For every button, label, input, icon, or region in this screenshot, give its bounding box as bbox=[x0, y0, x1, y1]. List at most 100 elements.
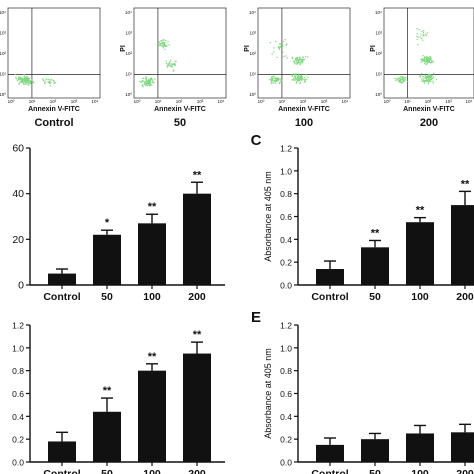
x-tick-label: 200 bbox=[188, 291, 206, 303]
y-tick-label: 10⁰ bbox=[249, 92, 256, 97]
event-dot bbox=[165, 62, 168, 65]
event-dot bbox=[429, 62, 432, 64]
event-dot bbox=[280, 79, 282, 81]
event-dot bbox=[435, 78, 438, 81]
event-dot bbox=[285, 44, 287, 46]
x-tick-label: 200 bbox=[456, 468, 474, 474]
y-tick-label: 10⁴ bbox=[125, 10, 132, 15]
bar bbox=[316, 269, 344, 285]
event-dot bbox=[168, 43, 170, 46]
event-dot bbox=[422, 75, 424, 78]
significance-marker: ** bbox=[416, 205, 425, 217]
event-dot bbox=[28, 78, 30, 80]
event-dot bbox=[33, 82, 35, 84]
event-dot bbox=[146, 81, 149, 83]
event-dot bbox=[427, 83, 430, 85]
event-dot bbox=[281, 79, 283, 81]
y-tick-label: 10² bbox=[125, 51, 132, 56]
y-tick-label: 0.6 bbox=[280, 212, 292, 222]
x-axis-label: Annexin V-FITC bbox=[28, 106, 80, 113]
event-dot bbox=[420, 33, 422, 35]
event-dot bbox=[295, 73, 297, 75]
event-dot bbox=[428, 77, 430, 79]
event-dot bbox=[301, 76, 303, 79]
event-dot bbox=[305, 56, 307, 58]
event-dot bbox=[15, 78, 17, 80]
bar bbox=[451, 205, 474, 285]
significance-marker: ** bbox=[148, 351, 157, 363]
event-dot bbox=[160, 40, 162, 42]
event-dot bbox=[296, 58, 298, 60]
event-dot bbox=[416, 35, 418, 37]
event-dot bbox=[425, 79, 427, 81]
y-tick-label: 0.0 bbox=[280, 458, 292, 468]
event-dot bbox=[272, 51, 275, 53]
event-dot bbox=[21, 78, 23, 80]
y-tick-label: 10¹ bbox=[0, 72, 6, 77]
y-tick-label: 0.4 bbox=[280, 235, 292, 245]
panel-caption: 50 bbox=[174, 117, 186, 129]
event-dot bbox=[43, 81, 46, 84]
event-dot bbox=[170, 59, 172, 61]
event-dot bbox=[282, 51, 284, 53]
panel-caption: Control bbox=[34, 117, 73, 129]
event-dot bbox=[145, 79, 147, 81]
event-dot bbox=[167, 41, 169, 43]
event-dot bbox=[295, 78, 297, 80]
event-dot bbox=[299, 78, 301, 81]
event-dot bbox=[273, 47, 275, 49]
x-tick-label: 10⁴ bbox=[92, 99, 99, 104]
event-dot bbox=[297, 77, 300, 79]
event-dot bbox=[299, 58, 301, 60]
event-dot bbox=[42, 79, 44, 81]
x-tick-label: 10² bbox=[50, 99, 57, 104]
y-tick-label: 0.4 bbox=[280, 412, 292, 422]
event-dot bbox=[298, 61, 300, 63]
event-dot bbox=[428, 57, 430, 59]
y-tick-label: 0.2 bbox=[12, 435, 24, 445]
x-axis-label: Annexin V-FITC bbox=[154, 106, 206, 113]
y-tick-label: 10³ bbox=[249, 31, 256, 36]
y-tick-label: 10¹ bbox=[249, 72, 256, 77]
event-dot bbox=[422, 59, 424, 61]
panel-caption: 200 bbox=[420, 117, 438, 129]
event-dot bbox=[278, 48, 281, 50]
event-dot bbox=[150, 77, 153, 79]
event-dot bbox=[300, 75, 303, 77]
event-dot bbox=[142, 81, 144, 83]
y-tick-label: 10⁰ bbox=[125, 92, 132, 97]
event-dot bbox=[278, 43, 281, 45]
event-dot bbox=[296, 57, 298, 59]
event-dot bbox=[21, 81, 23, 84]
event-dot bbox=[426, 59, 428, 61]
event-dot bbox=[422, 79, 425, 82]
event-dot bbox=[26, 80, 28, 83]
event-dot bbox=[402, 76, 404, 79]
bar bbox=[451, 432, 474, 462]
x-tick-label: 10⁰ bbox=[8, 99, 15, 104]
event-dot bbox=[29, 80, 31, 82]
event-dot bbox=[300, 61, 302, 63]
event-dot bbox=[429, 79, 432, 81]
event-dot bbox=[147, 80, 149, 82]
event-dot bbox=[407, 80, 409, 83]
event-dot bbox=[27, 83, 29, 85]
event-dot bbox=[284, 38, 286, 41]
event-dot bbox=[424, 63, 426, 65]
event-dot bbox=[422, 31, 425, 34]
event-dot bbox=[158, 41, 160, 43]
event-dot bbox=[424, 56, 426, 58]
bar-chart-4: 0.0 0.2 0.4 0.6 0.8 1.0 1.2 Absorbance at 405 n… bbox=[251, 309, 474, 474]
event-dot bbox=[167, 65, 169, 67]
event-dot bbox=[302, 56, 304, 58]
y-axis-label: PI bbox=[244, 45, 251, 52]
event-dot bbox=[163, 39, 165, 41]
event-dot bbox=[397, 77, 399, 79]
event-dot bbox=[417, 36, 419, 38]
bar-chart-panels: 0204060Control*50**100**2000.00.20.40.60… bbox=[12, 132, 474, 474]
x-tick-label: 50 bbox=[101, 468, 113, 474]
significance-marker: ** bbox=[148, 201, 157, 213]
x-tick-label: 10⁰ bbox=[134, 99, 141, 104]
event-dot bbox=[161, 41, 164, 44]
event-dot bbox=[22, 80, 24, 83]
